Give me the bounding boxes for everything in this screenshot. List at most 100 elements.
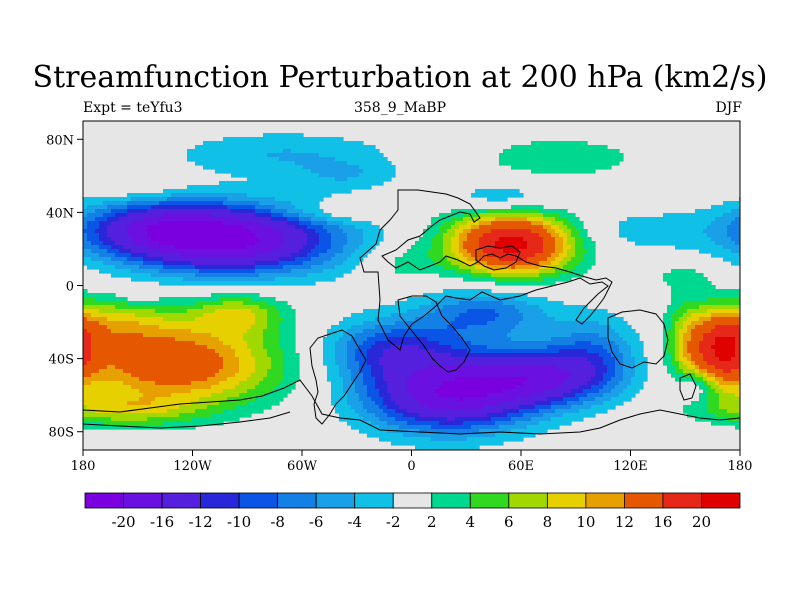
field-cell: [291, 217, 296, 222]
field-cell: [623, 221, 628, 226]
field-cell: [247, 217, 252, 222]
field-cell: [155, 321, 160, 326]
field-cell: [223, 209, 228, 214]
field-cell: [275, 177, 280, 182]
field-cell: [323, 229, 328, 234]
field-cell: [167, 305, 172, 310]
field-cell: [87, 225, 92, 230]
field-cell: [587, 149, 592, 154]
field-cell: [327, 193, 332, 198]
field-cell: [551, 209, 556, 214]
field-cell: [255, 297, 260, 302]
field-cell: [711, 329, 716, 334]
field-cell: [711, 229, 716, 234]
field-cell: [511, 313, 516, 318]
field-cell: [267, 313, 272, 318]
field-cell: [487, 321, 492, 326]
field-cell: [523, 221, 528, 226]
field-cell: [163, 337, 168, 342]
field-cell: [175, 273, 180, 278]
field-cell: [179, 273, 184, 278]
field-cell: [431, 241, 436, 246]
field-cell: [375, 225, 380, 230]
field-cell: [191, 261, 196, 266]
field-cell: [99, 301, 104, 306]
field-cell: [323, 253, 328, 258]
field-cell: [487, 273, 492, 278]
field-cell: [231, 145, 236, 150]
field-cell: [263, 277, 268, 282]
field-cell: [503, 225, 508, 230]
field-cell: [191, 313, 196, 318]
field-cell: [527, 161, 532, 166]
field-cell: [135, 265, 140, 270]
field-cell: [207, 217, 212, 222]
field-cell: [587, 145, 592, 150]
field-cell: [507, 209, 512, 214]
field-cell: [119, 209, 124, 214]
field-cell: [99, 297, 104, 302]
field-cell: [535, 277, 540, 282]
field-cell: [375, 149, 380, 154]
field-cell: [479, 193, 484, 198]
field-cell: [359, 165, 364, 170]
field-cell: [719, 309, 724, 314]
field-cell: [675, 333, 680, 338]
field-cell: [339, 237, 344, 242]
field-cell: [471, 221, 476, 226]
field-cell: [123, 321, 128, 326]
field-cell: [243, 329, 248, 334]
field-cell: [583, 169, 588, 174]
field-cell: [567, 277, 572, 282]
field-cell: [479, 313, 484, 318]
field-cell: [271, 141, 276, 146]
field-cell: [419, 261, 424, 266]
field-cell: [283, 217, 288, 222]
field-cell: [323, 213, 328, 218]
field-cell: [163, 301, 168, 306]
field-cell: [287, 241, 292, 246]
field-cell: [563, 325, 568, 330]
field-cell: [107, 317, 112, 322]
field-cell: [151, 201, 156, 206]
field-cell: [191, 205, 196, 210]
field-cell: [251, 173, 256, 178]
field-cell: [379, 177, 384, 182]
field-cell: [631, 237, 636, 242]
field-cell: [567, 169, 572, 174]
field-cell: [103, 257, 108, 262]
field-cell: [239, 217, 244, 222]
field-cell: [411, 245, 416, 250]
field-cell: [667, 221, 672, 226]
field-cell: [275, 221, 280, 226]
field-cell: [259, 149, 264, 154]
field-cell: [727, 209, 732, 214]
field-cell: [579, 157, 584, 162]
field-cell: [211, 333, 216, 338]
field-cell: [303, 205, 308, 210]
field-cell: [547, 217, 552, 222]
field-cell: [375, 161, 380, 166]
field-cell: [527, 237, 532, 242]
field-cell: [479, 253, 484, 258]
field-cell: [103, 301, 108, 306]
field-cell: [675, 325, 680, 330]
field-cell: [423, 245, 428, 250]
field-cell: [479, 277, 484, 282]
field-cell: [235, 165, 240, 170]
field-cell: [567, 329, 572, 334]
field-cell: [459, 301, 464, 306]
field-cell: [115, 309, 120, 314]
field-cell: [459, 229, 464, 234]
field-cell: [307, 237, 312, 242]
field-cell: [735, 201, 740, 206]
field-cell: [471, 269, 476, 274]
field-cell: [179, 245, 184, 250]
field-cell: [211, 225, 216, 230]
field-cell: [467, 329, 472, 334]
field-cell: [567, 257, 572, 262]
field-cell: [167, 241, 172, 246]
field-cell: [327, 269, 332, 274]
field-cell: [483, 257, 488, 262]
field-cell: [303, 241, 308, 246]
